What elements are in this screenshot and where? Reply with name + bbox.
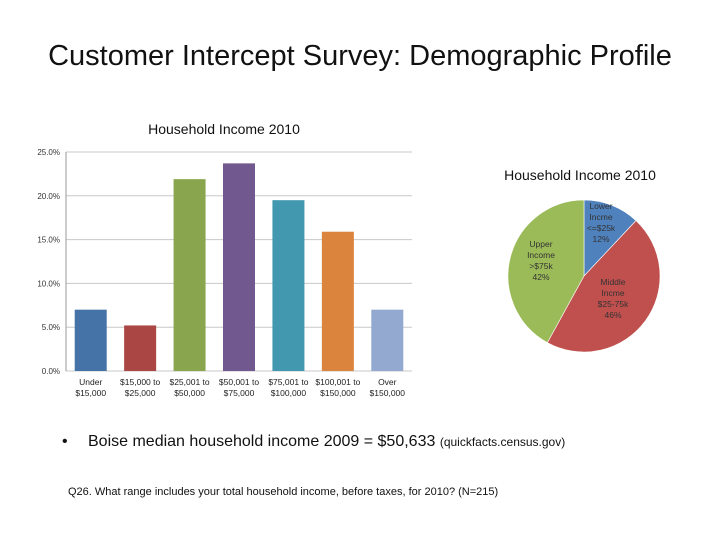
x-tick-label: $75,000 [224,388,255,398]
x-tick-label: $50,000 [174,388,205,398]
pie-slice-label: Income [527,250,555,260]
x-tick-label: $15,000 to [120,377,160,387]
pie-slice-label: Upper [529,239,552,249]
bullet-note: • Boise median household income 2009 = $5… [62,433,565,451]
bar [173,179,206,371]
x-tick-label: $100,000 [271,388,307,398]
bar [124,325,157,371]
x-tick-label: $150,000 [320,388,356,398]
pie-slice-label: Middle [600,277,625,287]
x-tick-label: $75,001 to [268,377,308,387]
pie-slice-label: >$75k [529,261,553,271]
y-tick-label: 15.0% [37,236,60,245]
pie-slice-label: Incme [589,212,612,222]
bullet-text: Boise median household income 2009 = $50… [88,433,436,450]
bar [371,309,404,371]
x-tick-label: Under [79,377,102,387]
slide-title: Customer Intercept Survey: Demographic P… [48,40,672,72]
x-tick-label: $150,000 [370,388,406,398]
x-tick-label: $25,001 to [169,377,209,387]
x-tick-label: Over [378,377,397,387]
pie-slice-label: Lower [589,201,612,211]
survey-question: Q26. What range includes your total hous… [68,486,499,498]
pie-slice [546,220,661,353]
x-tick-label: $15,000 [75,388,106,398]
x-tick-label: $100,001 to [315,377,360,387]
bar [321,231,354,371]
y-tick-label: 20.0% [37,192,60,201]
y-tick-label: 25.0% [37,148,60,157]
bar [223,163,255,371]
pie-chart-title: Household Income 2010 [504,167,656,183]
pie-slice [507,199,585,344]
bar-chart: 0.0%5.0%10.0%15.0%20.0%25.0%Under$15,000… [37,148,412,398]
bar [74,309,107,371]
bar-chart-title: Household Income 2010 [148,121,300,137]
pie-slice-label: 42% [532,272,549,282]
pie-slice-label: 46% [604,310,621,320]
pie-chart: LowerIncme<=$25k12%MiddleIncme$25-75k46%… [507,199,661,353]
bullet-source: (quickfacts.census.gov) [439,435,566,449]
y-tick-label: 5.0% [42,323,60,332]
bullet-icon: • [62,433,68,450]
pie-slice-label: 12% [592,234,609,244]
x-tick-label: $25,000 [125,388,156,398]
pie-slice-label: Incme [601,288,624,298]
bar [272,200,305,371]
pie-slice-label: $25-75k [598,299,629,309]
y-tick-label: 0.0% [42,367,60,376]
pie-slice-label: <=$25k [587,223,616,233]
y-tick-label: 10.0% [37,279,60,288]
x-tick-label: $50,001 to [219,377,259,387]
